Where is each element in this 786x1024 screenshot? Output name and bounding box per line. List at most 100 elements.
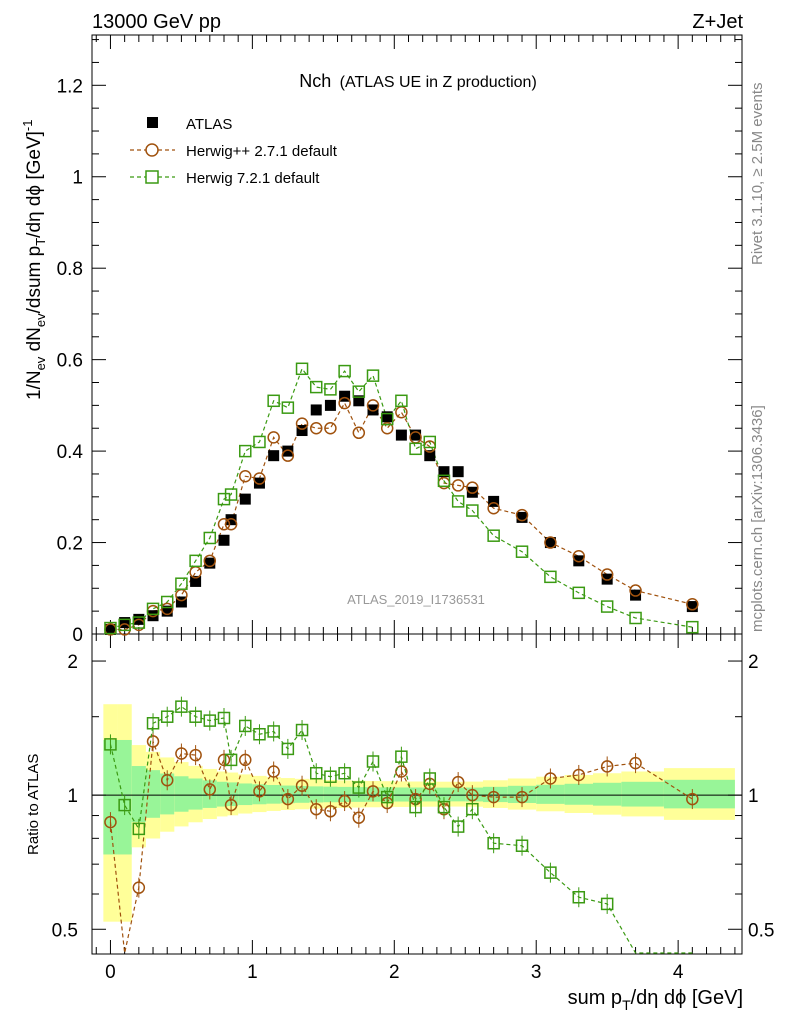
herwigpp-point	[629, 584, 642, 597]
green-band	[103, 739, 118, 855]
green-band	[482, 786, 508, 803]
herwig7-ratio-point	[267, 725, 280, 738]
atlas-point	[161, 605, 173, 617]
herwig7-point	[409, 442, 422, 456]
green-band	[216, 781, 228, 807]
herwig7-point	[437, 474, 451, 488]
ratio-plot-frame	[91, 633, 743, 955]
process-label: Z+Jet	[692, 11, 743, 33]
herwig7-point	[239, 444, 252, 458]
atlas-point	[488, 495, 500, 507]
herwigpp-ratio-point	[544, 772, 557, 785]
x-tick-label: 3	[531, 962, 542, 983]
analysis-watermark: ATLAS_2019_I1736531	[347, 592, 485, 607]
x-tick-label: 1	[247, 962, 258, 983]
herwigpp-ratio-point	[267, 765, 280, 778]
herwig7-point	[466, 504, 479, 517]
herwig7-ratio-point	[437, 800, 451, 814]
herwigpp-ratio-point	[175, 747, 188, 760]
atlas-point	[296, 425, 308, 437]
atlas-point	[424, 450, 436, 462]
herwig7-point	[629, 611, 642, 625]
herwigpp-ratio-point	[451, 775, 465, 789]
herwig7-point	[160, 595, 174, 609]
atlas-point	[381, 411, 393, 423]
herwig7-line	[110, 367, 693, 629]
y-tick-label: 0	[72, 625, 83, 646]
herwigpp-line	[110, 401, 693, 631]
herwig7-ratio-point	[239, 719, 252, 733]
herwig7-point	[515, 545, 529, 558]
herwig7-point	[203, 531, 217, 545]
herwigpp-point	[324, 421, 337, 435]
herwig7-point	[132, 616, 146, 629]
legend-marker-atlas	[147, 117, 158, 128]
herwig7-ratio-point	[146, 717, 160, 730]
herwigpp-ratio-point	[281, 792, 295, 806]
herwig7-ratio-point	[544, 866, 557, 879]
herwig7-point	[309, 380, 323, 394]
green-band	[592, 782, 622, 806]
herwig7-point	[686, 620, 699, 634]
herwig7-ratio-point	[160, 710, 174, 723]
herwig7-ratio-point	[600, 897, 614, 911]
herwig7-ratio-point	[224, 753, 238, 767]
rivet-label: Rivet 3.1.10, ≥ 2.5M events	[749, 83, 766, 266]
ratio-tick-label-right: 2	[748, 652, 759, 673]
green-band	[227, 782, 239, 807]
herwigpp-ratio-point	[253, 785, 266, 798]
herwig7-point	[224, 488, 238, 501]
green-band	[145, 770, 161, 818]
herwigpp-point	[281, 449, 295, 462]
herwig7-point	[572, 586, 586, 600]
herwig7-ratio-point	[366, 755, 380, 768]
herwigpp-point	[203, 554, 217, 568]
atlas-point	[601, 573, 613, 585]
herwig7-ratio-point	[295, 723, 309, 737]
herwig7-point	[600, 600, 614, 613]
legend-marker-herwig7	[145, 170, 159, 184]
herwigpp-point	[253, 472, 266, 485]
herwigpp-point	[295, 417, 309, 430]
ratio-y-axis-label: Ratio to ATLAS	[25, 754, 42, 855]
green-band	[238, 783, 253, 806]
herwig7-point	[324, 383, 337, 396]
axis-tick-labels: 0 1 2 3 4 0 0.2 0.4 0.6 0.8 1 1.2 0.5 0.5 1 1 2 2	[52, 76, 775, 983]
plot-title-sub: (ATLAS UE in Z production)	[340, 74, 537, 91]
legend-label-herwigpp: Herwig++ 2.7.1 default	[186, 143, 338, 160]
y-tick-label: 1	[72, 168, 83, 189]
herwig7-ratio-point	[217, 711, 231, 725]
herwig7-ratio-point	[118, 798, 131, 812]
herwigpp-point	[338, 396, 351, 410]
herwig7-ratio-point	[281, 742, 295, 756]
herwigpp-point	[572, 550, 586, 563]
atlas-point	[544, 537, 556, 549]
herwig7-point	[352, 385, 366, 398]
herwigpp-point	[686, 598, 699, 611]
herwigpp-point	[118, 623, 131, 636]
herwig7-ratio-point	[380, 790, 394, 804]
atlas-point	[218, 534, 230, 546]
herwigpp-ratio-point	[515, 790, 529, 804]
x-tick-label: 4	[673, 962, 684, 983]
herwig7-point	[253, 435, 266, 449]
plot-title: Nch (ATLAS UE in Z production)	[299, 71, 537, 91]
atlas-point	[119, 617, 131, 629]
herwig7-point	[175, 577, 188, 590]
legend-label-atlas: ATLAS	[186, 116, 232, 133]
ratio-series	[104, 696, 699, 954]
y-axis-label: 1/Nev dNev/dsum pT/dη dϕ [GeV]-1	[20, 120, 48, 401]
y-tick-label: 0.4	[57, 442, 84, 463]
herwig7-ratio-point	[423, 772, 437, 785]
green-band	[266, 785, 281, 804]
atlas-point	[630, 589, 642, 601]
atlas-point	[204, 557, 216, 569]
herwig7-ratio-point	[203, 714, 217, 727]
atlas-point	[104, 623, 116, 635]
herwig7-ratio-point	[338, 766, 351, 780]
herwig7-ratio-point	[309, 766, 323, 780]
herwigpp-ratio-point	[338, 794, 351, 808]
herwigpp-point	[189, 566, 202, 579]
herwig7-ratio-point	[451, 820, 465, 833]
herwig7-ratio-point	[253, 727, 266, 741]
